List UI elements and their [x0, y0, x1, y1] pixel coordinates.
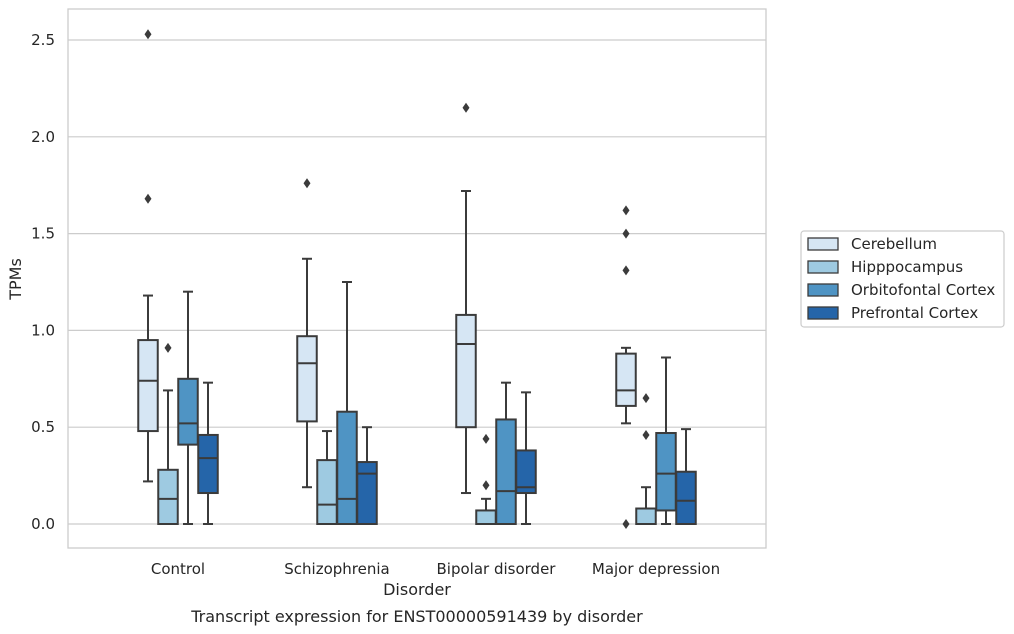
- y-tick-label: 0.5: [31, 418, 55, 436]
- legend-label: Prefrontal Cortex: [851, 304, 978, 322]
- outlier-point: [462, 102, 470, 113]
- outlier-point: [164, 342, 172, 353]
- box-orbitofontal-cortex: [336, 281, 358, 526]
- box-iqr: [356, 461, 378, 526]
- box-iqr: [635, 507, 657, 525]
- box-iqr: [316, 459, 338, 525]
- legend-swatch: [807, 260, 839, 274]
- box-groups: [137, 29, 697, 529]
- legend-swatch: [807, 306, 839, 320]
- x-axis-ticks: Control Schizophrenia Bipolar disorder Majo…: [151, 560, 720, 578]
- legend: Cerebellum Hipppocampus Orbitofontal Corte…: [800, 230, 1005, 328]
- box-prefrontal-cortex: [515, 391, 537, 525]
- outlier-point: [303, 178, 311, 189]
- outlier-point: [622, 228, 630, 239]
- legend-frame: [800, 230, 1005, 328]
- box-iqr: [197, 433, 219, 495]
- y-tick-label: 1.0: [31, 321, 55, 339]
- box-iqr: [675, 470, 697, 525]
- box-iqr: [615, 352, 637, 407]
- legend-swatch: [807, 283, 839, 297]
- outlier-point: [622, 519, 630, 529]
- outlier-point: [482, 433, 490, 444]
- outlier-point: [642, 393, 650, 404]
- box-iqr: [495, 418, 517, 525]
- outlier-point: [144, 193, 152, 204]
- box-hipppocampus: [316, 430, 338, 525]
- y-tick-label: 2.0: [31, 128, 55, 146]
- legend-label: Orbitofontal Cortex: [851, 281, 995, 299]
- box-hipppocampus: [475, 433, 497, 525]
- box-hipppocampus: [157, 342, 179, 525]
- box-iqr: [475, 509, 497, 525]
- legend-label: Hipppocampus: [851, 258, 963, 276]
- box-iqr: [296, 335, 318, 423]
- box-cerebellum: [615, 205, 637, 529]
- box-iqr: [455, 313, 477, 429]
- box-prefrontal-cortex: [197, 381, 219, 525]
- outlier-point: [622, 205, 630, 216]
- box-iqr: [515, 449, 537, 495]
- x-axis-title: Disorder: [383, 580, 451, 599]
- box-orbitofontal-cortex: [655, 356, 677, 525]
- box-orbitofontal-cortex: [177, 290, 199, 525]
- plot-area-frame: [67, 8, 767, 549]
- outlier-point: [642, 429, 650, 440]
- x-tick-label: Schizophrenia: [284, 560, 389, 578]
- box-iqr: [655, 432, 677, 512]
- x-tick-label: Major depression: [592, 560, 720, 578]
- box-prefrontal-cortex: [675, 428, 697, 525]
- x-tick-label: Bipolar disorder: [437, 560, 557, 578]
- box-hipppocampus: [635, 393, 657, 525]
- y-tick-label: 2.5: [31, 31, 55, 49]
- chart-caption: Transcript expression for ENST0000059143…: [190, 607, 643, 626]
- box-iqr: [157, 468, 179, 525]
- y-tick-label: 1.5: [31, 225, 55, 243]
- box-cerebellum: [137, 29, 159, 483]
- y-tick-label: 0.0: [31, 515, 55, 533]
- box-iqr: [177, 377, 199, 446]
- x-tick-label: Control: [151, 560, 205, 578]
- box-iqr: [336, 410, 358, 526]
- box-prefrontal-cortex: [356, 426, 378, 526]
- box-orbitofontal-cortex: [495, 381, 517, 525]
- legend-swatch: [807, 237, 839, 251]
- legend-label: Cerebellum: [851, 235, 937, 253]
- outlier-point: [144, 29, 152, 40]
- box-cerebellum: [296, 178, 318, 489]
- box-iqr: [137, 339, 159, 433]
- y-axis-ticks: 0.0 0.5 1.0 1.5 2.0 2.5: [31, 31, 55, 533]
- outlier-point: [622, 265, 630, 276]
- outlier-point: [482, 480, 490, 491]
- y-axis-title: TPMs: [6, 258, 25, 301]
- box-cerebellum: [455, 102, 477, 495]
